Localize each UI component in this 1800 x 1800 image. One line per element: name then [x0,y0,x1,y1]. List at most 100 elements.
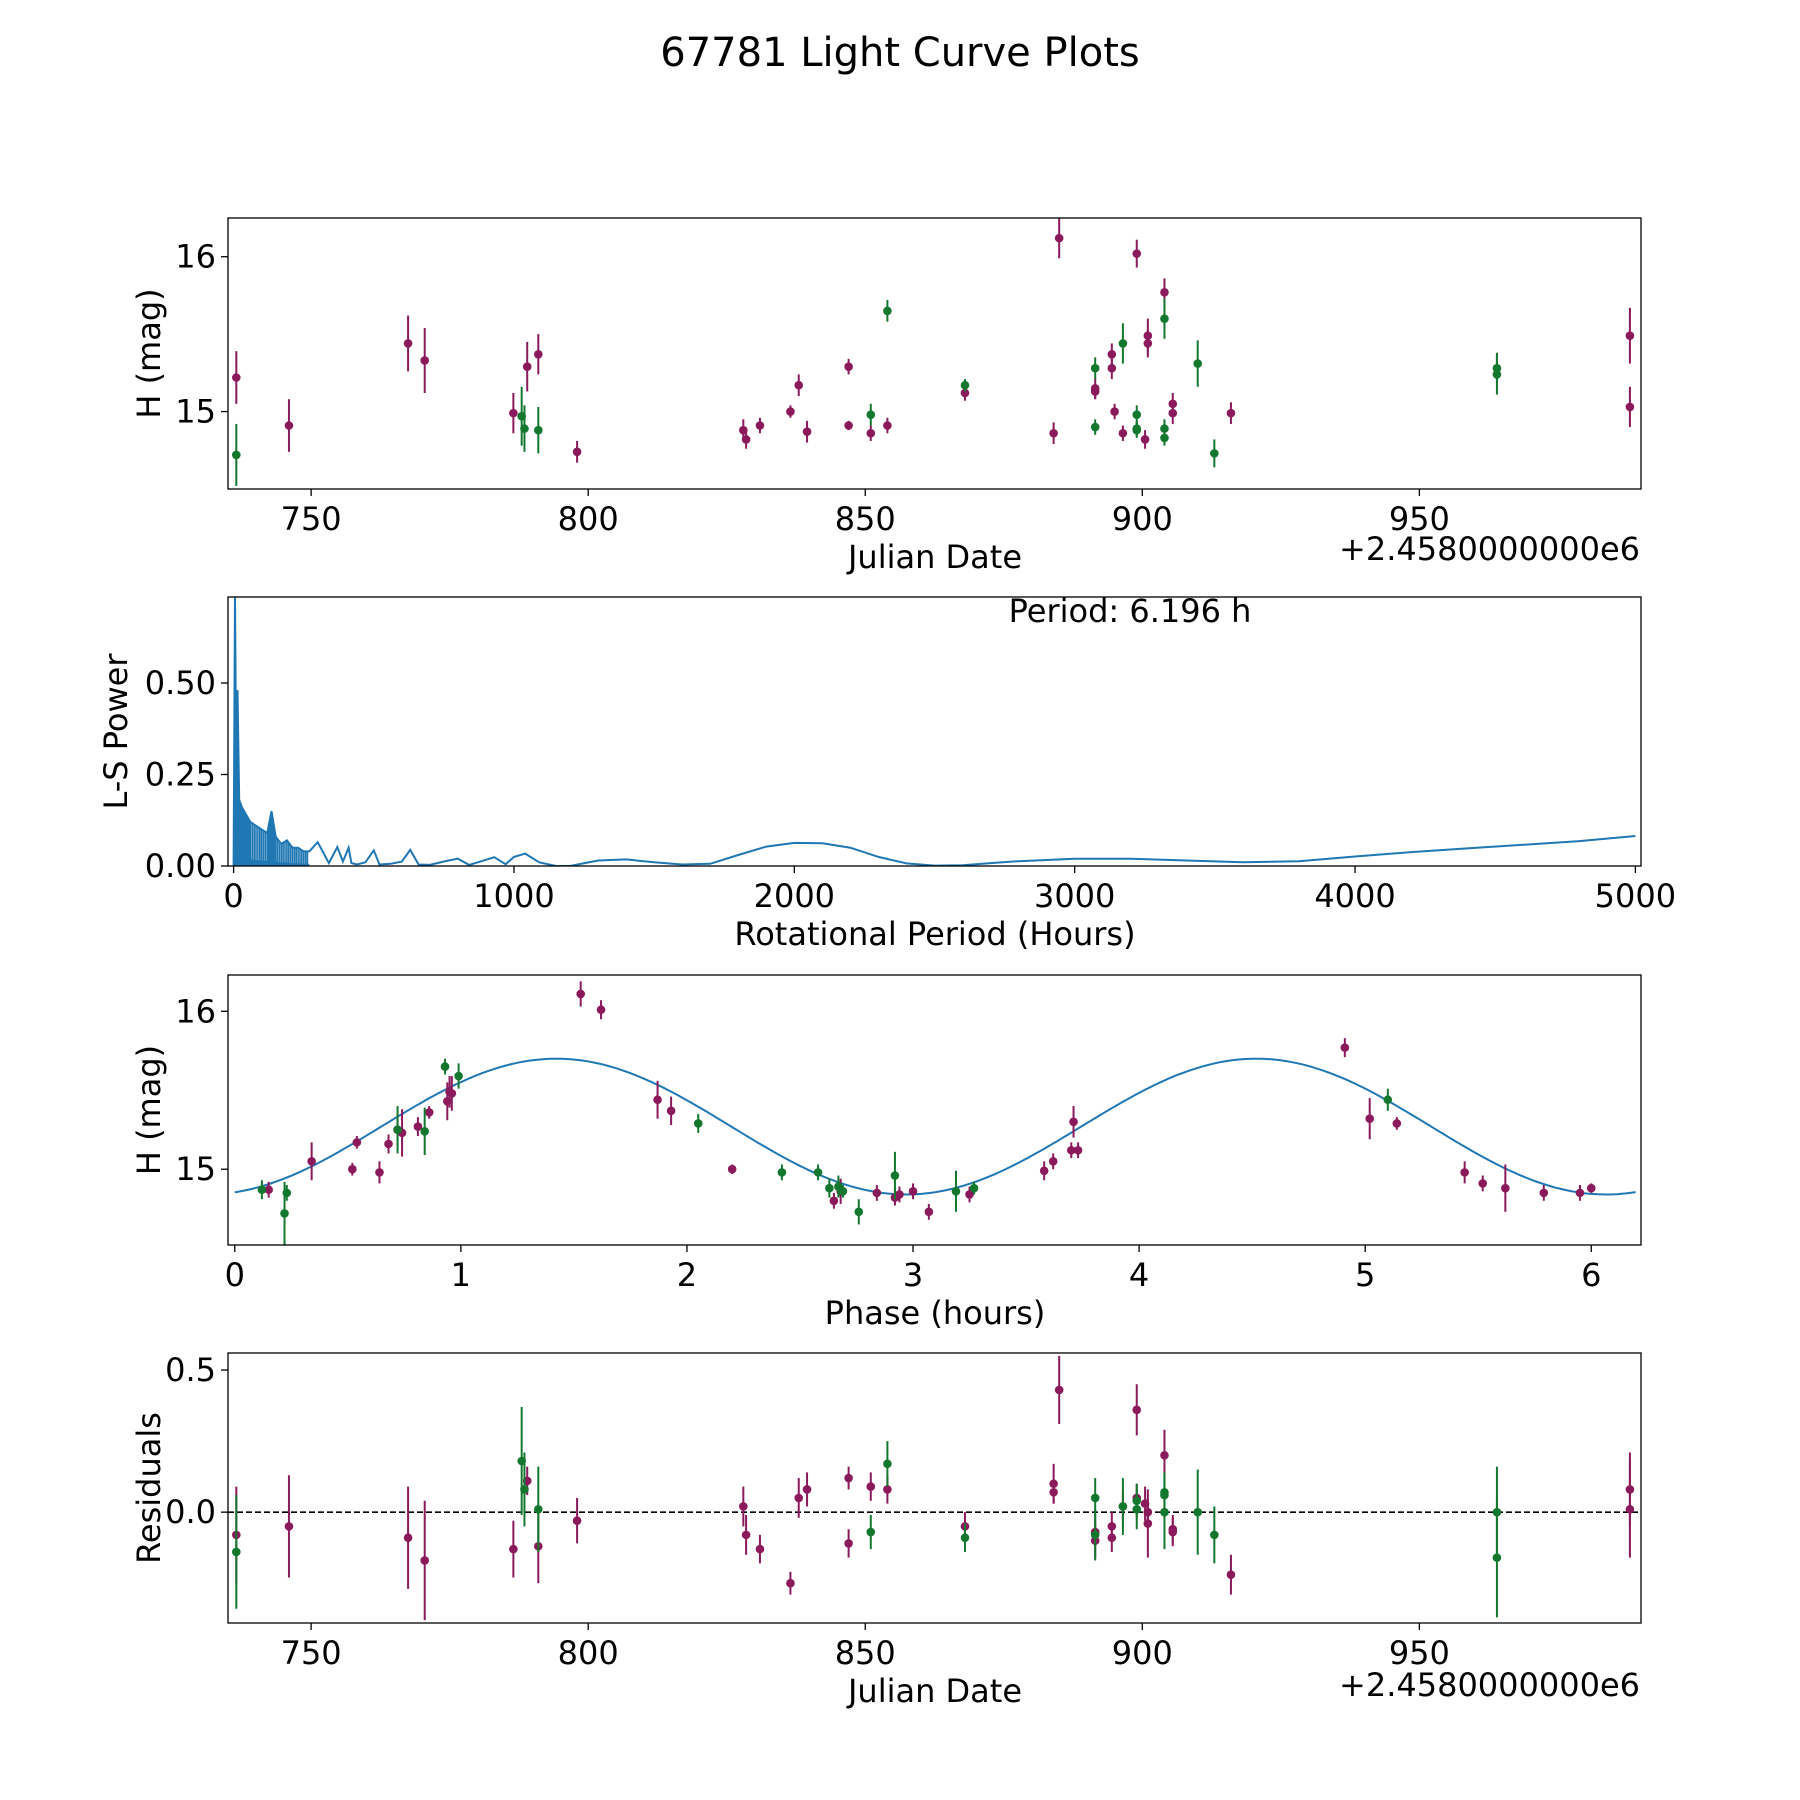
data-point-purple [1143,318,1153,353]
marker [1090,422,1100,432]
data-point-purple [924,1203,934,1220]
data-point-green [1160,1475,1169,1550]
residuals-axes-frame [227,1352,1642,1624]
marker [403,339,413,348]
data-point-purple [1143,1497,1153,1527]
data-point-purple [1539,1185,1549,1201]
data-point-purple [794,1478,804,1518]
x-tick-label: 800 [558,1634,619,1672]
marker [232,450,241,460]
marker [1132,249,1142,258]
data-point-purple [1039,1161,1049,1181]
data-point-purple [384,1134,393,1154]
marker [739,1502,748,1511]
data-point-purple [1340,1038,1350,1058]
marker [509,408,518,418]
data-point-purple [1110,403,1119,420]
data-point-purple [965,1186,974,1203]
data-point-purple [420,327,430,393]
data-point-green [866,403,876,426]
marker [1160,1451,1169,1460]
residuals-plot-area [228,1355,1641,1621]
x-tick-label: 850 [835,500,896,538]
marker [232,373,241,382]
data-point-green [520,405,529,452]
data-point-green [969,1181,979,1195]
data-point-purple [284,399,294,452]
marker [794,1493,804,1503]
data-point-green [1193,340,1203,387]
marker [1340,1043,1350,1052]
marker [755,1544,765,1554]
data-point-purple [534,334,543,375]
marker [854,1207,864,1217]
data-point-purple [802,1472,812,1507]
marker [965,1190,974,1199]
marker [509,1544,518,1554]
x-tick-label: 900 [1112,1634,1173,1672]
marker [420,1127,429,1136]
data-point-green [232,423,241,486]
data-point-purple [1625,386,1635,428]
data-point-purple [1625,307,1635,364]
x-tick-label: 2 [677,1256,697,1294]
marker [908,1187,918,1196]
periodogram-short-period-spikes [233,597,310,866]
data-point-green [883,1441,892,1487]
data-point-green [777,1164,787,1181]
data-point-green [1090,1509,1100,1561]
x-tick-label: 1000 [473,877,554,915]
periodogram-axes-frame [227,596,1642,867]
data-point-purple [794,374,804,397]
marker [866,1527,876,1537]
data-point-green [1492,354,1502,395]
marker [1069,1117,1078,1127]
marker [969,1183,979,1193]
data-point-purple [908,1183,918,1200]
marker [844,1539,853,1548]
marker [572,1516,582,1525]
data-point-purple [755,1534,765,1564]
data-point-green [693,1113,703,1133]
marker [420,1556,430,1565]
marker [829,1196,839,1206]
marker [1132,1405,1142,1415]
marker [653,1095,662,1105]
data-point-purple [1054,218,1064,259]
data-point-purple [844,1466,853,1490]
marker [1066,1145,1076,1155]
data-point-green [1090,419,1100,435]
data-point-purple [844,420,853,431]
marker [1160,433,1169,443]
data-point-green [1210,1506,1219,1564]
phase-fold-y-axis-label: H (mag) [130,1045,168,1175]
data-point-green [1118,323,1128,364]
data-point-purple [1107,343,1117,366]
marker [960,380,970,390]
data-point-purple [1090,383,1100,400]
x-tick-label: 4 [1129,1256,1149,1294]
marker [522,362,532,371]
data-point-purple [866,1472,876,1501]
marker [1383,1095,1393,1105]
marker [375,1168,384,1177]
marker [802,427,812,437]
x-tick-label: 0 [223,877,243,915]
data-point-purple [403,1486,413,1589]
marker [1073,1145,1083,1155]
marker [257,1185,267,1195]
data-point-purple [829,1192,839,1209]
data-point-purple [872,1185,882,1201]
x-tick-label: 0 [225,1256,245,1294]
marker [232,1547,241,1557]
data-point-purple [1226,1554,1236,1595]
marker [520,1485,529,1494]
data-point-purple [413,1117,423,1137]
x-tick-label: 950 [1389,500,1450,538]
marker [1492,370,1502,379]
data-point-purple [375,1161,384,1184]
marker [786,1578,795,1588]
x-tick-label: 850 [835,1634,896,1672]
data-point-purple [348,1162,357,1176]
data-point-green [866,1515,876,1550]
